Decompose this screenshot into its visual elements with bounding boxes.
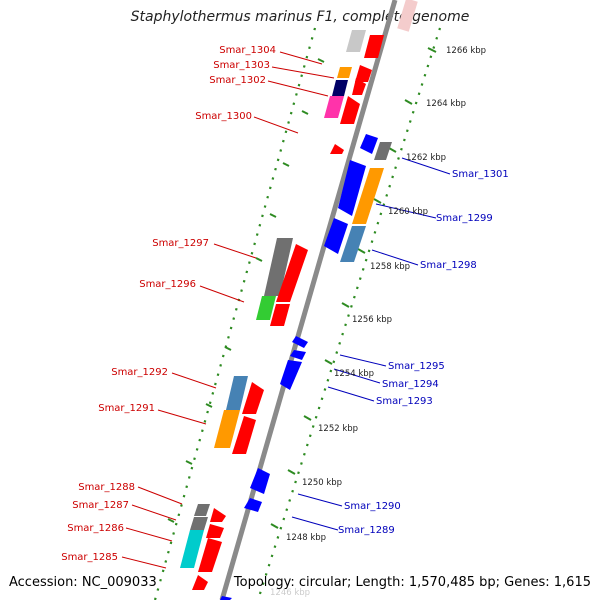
gene-smar-1303-arrow — [352, 78, 366, 95]
forward-leader-lines — [121, 51, 335, 569]
gene-label-smar-1292: Smar_1292 — [111, 367, 168, 378]
gene-smar-1286-arrow — [198, 538, 222, 572]
scale-label: 1248 kbp — [286, 533, 326, 543]
backbone-top-fade — [397, 0, 418, 32]
scale-labels: 1266 kbp 1264 kbp 1262 kbp 1260 kbp 1258… — [270, 46, 486, 598]
gene-smar-1297-arrow — [276, 244, 308, 302]
gene-smar-1299-block — [352, 168, 384, 224]
reverse-leader-lines — [291, 157, 451, 531]
gene-label-smar-1304: Smar_1304 — [219, 45, 276, 56]
gene-label-smar-1296: Smar_1296 — [139, 279, 196, 290]
gene-smar-1287-arrow — [206, 524, 224, 538]
summary-text: Topology: circular; Length: 1,570,485 bp… — [233, 575, 591, 590]
scale-label: 1260 kbp — [388, 207, 428, 217]
reverse-gene-labels: Smar_1301 Smar_1299 Smar_1298 Smar_1295 … — [338, 169, 509, 536]
gene-smar-1303-block — [332, 80, 348, 96]
gene-smar-1301-block — [374, 142, 392, 160]
gene-smar-1305-gray — [346, 30, 366, 52]
gene-smar-1286 — [180, 530, 204, 568]
gene-smar-1293-arrow — [280, 360, 302, 390]
gene-smar-1301-arrow — [360, 134, 378, 154]
gene-label-smar-1294: Smar_1294 — [382, 379, 439, 390]
gene-smar-1304-arrow — [355, 65, 372, 82]
scale-label: 1258 kbp — [370, 262, 410, 272]
gene-label-smar-1300: Smar_1300 — [195, 111, 252, 122]
map-title: Staphylothermus marinus F1, complete gen… — [130, 9, 470, 25]
gene-smar-1300 — [330, 144, 344, 154]
gene-smar-1285-arrow — [192, 575, 208, 590]
gene-smar-1304 — [337, 67, 352, 78]
scale-label: 1266 kbp — [446, 46, 486, 56]
gene-smar-1290-arrow — [250, 468, 270, 494]
gene-label-smar-1288: Smar_1288 — [78, 482, 135, 493]
gene-label-smar-1295: Smar_1295 — [388, 361, 445, 372]
gene-smar-1298-arrow — [324, 218, 348, 254]
gene-label-smar-1297: Smar_1297 — [152, 238, 209, 249]
scale-label: 1262 kbp — [406, 153, 446, 163]
ruler-ticks — [167, 47, 437, 529]
gene-smar-1292-block — [226, 376, 248, 410]
gene-label-smar-1301: Smar_1301 — [452, 169, 509, 180]
gene-smar-1295-arrow — [292, 336, 308, 348]
gene-smar-1284-arrow — [220, 596, 232, 600]
gene-smar-1288-arrow — [210, 508, 226, 522]
inner-ruler-line — [153, 27, 317, 600]
gene-label-smar-1286: Smar_1286 — [67, 523, 124, 534]
gene-smar-1305-arrow — [364, 35, 384, 58]
scale-label: 1256 kbp — [352, 315, 392, 325]
gene-label-smar-1290: Smar_1290 — [344, 501, 401, 512]
scale-label: 1246 kbp — [270, 588, 310, 598]
gene-label-smar-1291: Smar_1291 — [98, 403, 155, 414]
accession-text: Accession: NC_009033 — [9, 575, 157, 590]
gene-label-smar-1302: Smar_1302 — [209, 75, 266, 86]
gene-label-smar-1285: Smar_1285 — [61, 552, 118, 563]
gene-smar-1289-arrow — [244, 498, 262, 512]
gene-label-smar-1298: Smar_1298 — [420, 260, 477, 271]
gene-smar-1287 — [190, 517, 208, 530]
gene-smar-1292-arrow — [242, 382, 264, 414]
gene-smar-1294-arrow — [290, 350, 306, 360]
gene-smar-1296-arrow — [270, 304, 290, 326]
gene-smar-1291-arrow — [232, 416, 256, 454]
gene-label-smar-1299: Smar_1299 — [436, 213, 493, 224]
scale-label: 1254 kbp — [334, 369, 374, 379]
scale-label: 1252 kbp — [318, 424, 358, 434]
gene-smar-1291-block — [214, 410, 240, 448]
gene-smar-1302 — [324, 96, 344, 118]
gene-smar-1296-block — [256, 296, 276, 320]
gene-smar-1299-arrow — [338, 160, 366, 216]
forward-genes — [180, 30, 384, 590]
gene-label-smar-1289: Smar_1289 — [338, 525, 395, 536]
forward-gene-labels: Smar_1304 Smar_1303 Smar_1302 Smar_1300 … — [61, 45, 276, 563]
gene-smar-1302-arrow — [340, 96, 360, 124]
gene-label-smar-1303: Smar_1303 — [213, 60, 270, 71]
gene-label-smar-1293: Smar_1293 — [376, 396, 433, 407]
scale-label: 1250 kbp — [302, 478, 342, 488]
gene-smar-1288 — [194, 504, 210, 516]
gene-smar-1297-block — [264, 238, 293, 296]
gene-smar-1298-block — [340, 226, 366, 262]
reverse-genes — [220, 134, 392, 600]
scale-label: 1264 kbp — [426, 99, 466, 109]
gene-label-smar-1287: Smar_1287 — [72, 500, 129, 511]
